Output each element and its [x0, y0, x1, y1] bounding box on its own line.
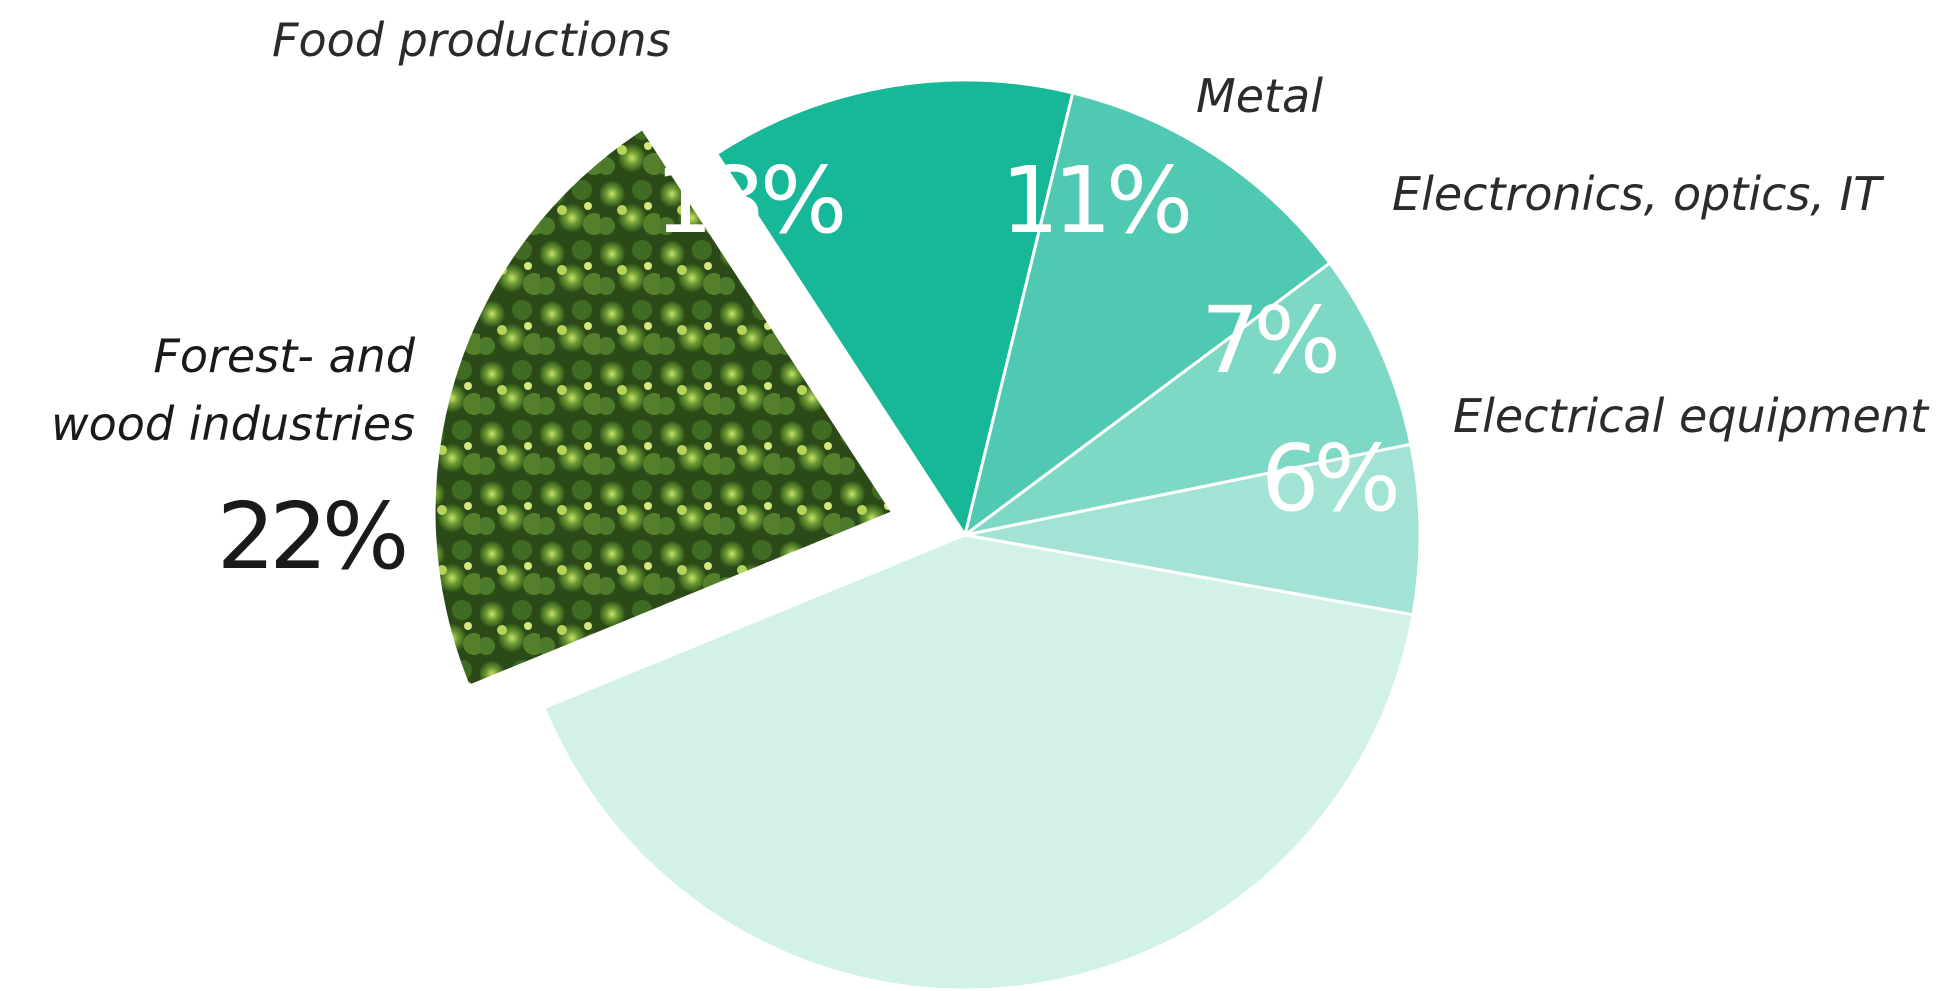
pie-slices [435, 78, 1422, 991]
slice-label-forest-line1: Forest- and [153, 329, 415, 383]
slice-value-forest: 22% [217, 483, 405, 590]
slice-electronics [964, 260, 1413, 537]
slice-value-metal: 11% [1001, 147, 1189, 254]
slice-food [714, 78, 1075, 539]
slice-label-forest-line2: wood industries [51, 397, 415, 451]
slice-other [542, 533, 1415, 991]
slice-label-electronics: Electronics, optics, IT [1392, 167, 1885, 221]
slice-label-electrical: Electrical equipment [1453, 389, 1930, 443]
slice-value-electrical: 6% [1261, 425, 1397, 532]
slice-metal [962, 91, 1332, 539]
slice-electrical [964, 442, 1422, 617]
slice-label-metal: Metal [1196, 69, 1323, 123]
pie-labels: Food productions 13% Metal 11% Electroni… [51, 13, 1930, 590]
slice-forest [435, 130, 891, 685]
slice-value-food: 13% [655, 147, 843, 254]
slice-value-electronics: 7% [1201, 287, 1337, 394]
slice-label-food: Food productions [272, 13, 671, 67]
